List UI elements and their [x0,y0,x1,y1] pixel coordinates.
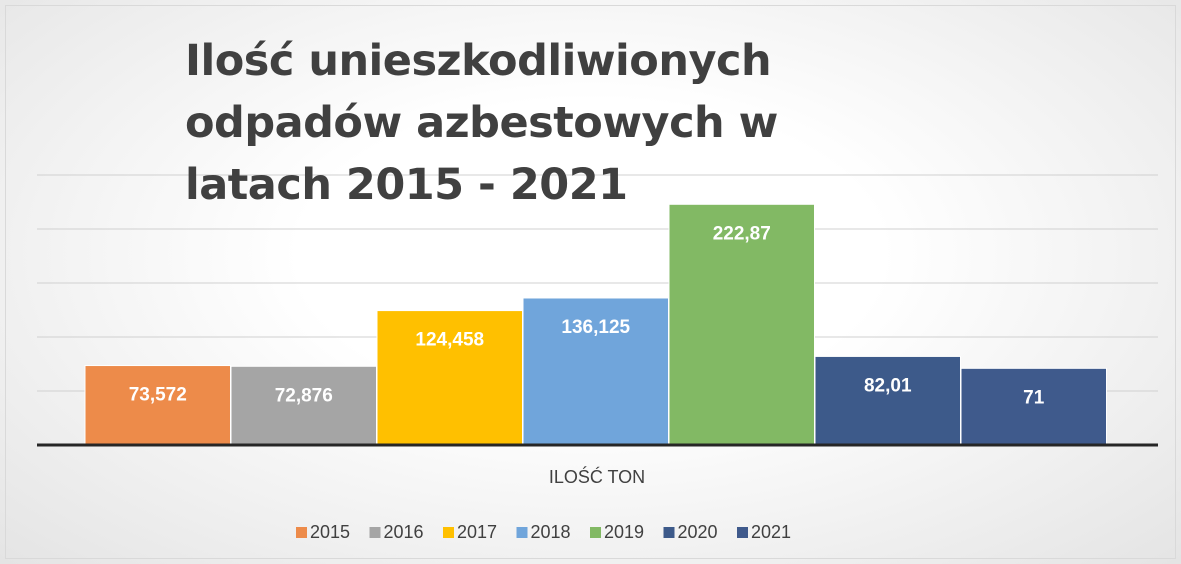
legend-label: 2017 [457,522,497,542]
data-label: 124,458 [415,330,484,351]
legend-swatch [737,527,748,538]
border [5,5,1176,559]
legend-swatch [516,527,528,538]
legend-swatch [369,527,381,538]
legend-label: 2020 [678,522,718,542]
data-label: 73,572 [129,385,187,406]
data-label: 82,01 [864,375,912,396]
legend-swatch [590,527,601,538]
data-label: 72,876 [275,385,333,406]
legend-label: 2019 [604,522,644,542]
legend-swatch [443,527,454,538]
legend-label: 2018 [531,522,571,542]
category-label: ILOŚĆ TON [549,466,645,487]
data-label: 71 [1023,387,1045,408]
bar [230,365,377,446]
legend-swatch [663,527,675,538]
legend-label: 2015 [310,522,350,542]
data-label: 136,125 [561,317,630,338]
legend-swatch [296,527,307,538]
bar [814,355,961,446]
legend-label: 2021 [751,522,791,542]
bar [668,203,815,446]
legend-label: 2016 [384,522,424,542]
data-label: 222,87 [713,223,771,244]
bar [960,367,1107,446]
chart-title: Ilość unieszkodliwionych odpadów azbesto… [185,36,778,210]
